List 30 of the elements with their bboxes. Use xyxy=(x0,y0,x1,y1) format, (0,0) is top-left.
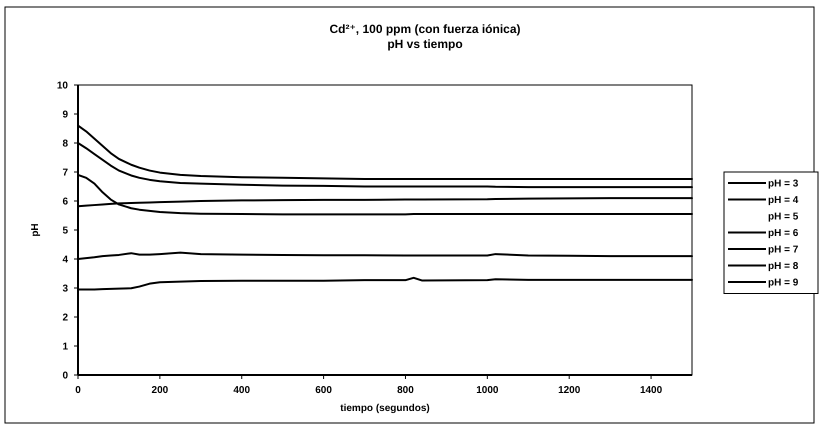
x-tick-label: 600 xyxy=(315,385,332,396)
y-tick-label: 4 xyxy=(62,254,68,266)
y-tick-label: 5 xyxy=(62,226,68,236)
x-axis-title: tiempo (segundos) xyxy=(340,403,430,414)
x-tick-label: 200 xyxy=(152,385,169,396)
x-tick-label: 0 xyxy=(75,385,82,396)
legend-label: pH = 6 xyxy=(768,228,799,239)
chart-title: Cd²⁺, 100 ppm (con fuerza iónica) xyxy=(329,22,521,36)
legend-label: pH = 8 xyxy=(768,261,799,272)
x-tick-label: 800 xyxy=(397,385,414,396)
legend-label: pH = 7 xyxy=(768,244,799,256)
chart-subtitle: pH vs tiempo xyxy=(387,37,463,51)
y-tick-label: 9 xyxy=(62,110,68,120)
y-tick-label: 1 xyxy=(62,342,68,352)
y-tick-label: 10 xyxy=(56,80,68,92)
y-tick-label: 2 xyxy=(62,312,68,324)
x-tick-label: 1400 xyxy=(640,385,663,396)
y-tick-label: 6 xyxy=(62,196,68,208)
y-tick-label: 0 xyxy=(62,370,68,382)
text: pH = 5 xyxy=(768,212,799,222)
x-tick-label: 400 xyxy=(233,385,251,396)
x-tick-label: 1000 xyxy=(476,385,499,396)
legend-label: pH = 3 xyxy=(768,178,799,190)
y-tick-label: 3 xyxy=(62,284,68,294)
y-axis-title: pH xyxy=(30,223,41,237)
legend-label: pH = 9 xyxy=(768,278,799,288)
y-tick-label: 7 xyxy=(62,168,68,178)
y-tick-label: 8 xyxy=(62,138,68,150)
x-tick-label: 1200 xyxy=(558,385,581,396)
legend-label: pH = 4 xyxy=(768,195,799,206)
